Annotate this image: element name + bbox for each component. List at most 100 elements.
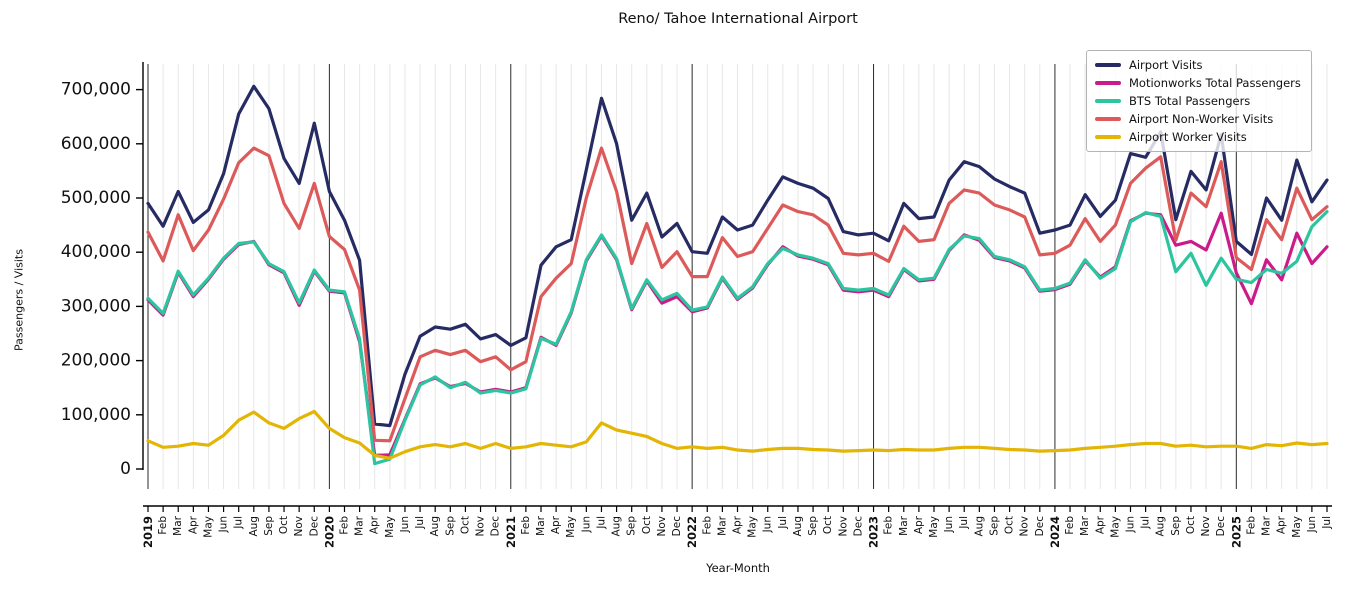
y-tick-label: 500,000 (61, 188, 131, 208)
legend-line-swatch (1095, 99, 1121, 103)
y-tick-label: 600,000 (61, 134, 131, 154)
x-tick-label: Dec (490, 516, 502, 537)
x-tick-label: Feb (520, 516, 532, 535)
x-tick-label: Mar (354, 515, 366, 535)
x-tick-label: Aug (429, 516, 441, 537)
series-lines (146, 84, 1329, 466)
x-tick-label: May (384, 516, 396, 538)
x-tick-label: Feb (1064, 516, 1076, 535)
legend-label: Airport Visits (1129, 58, 1203, 72)
x-tick-label: Nov (293, 516, 305, 537)
x-tick-label: Sep (807, 516, 819, 536)
x-tick-label: Nov (475, 516, 487, 537)
x-tick-label: Sep (263, 516, 275, 536)
x-tick-label: Mar (535, 515, 547, 535)
x-tick-label: Mar (898, 515, 910, 535)
x-tick-label: 2024 (1048, 516, 1062, 548)
x-tick-label: Nov (1200, 516, 1212, 537)
x-tick-label: 2020 (322, 516, 336, 548)
x-tick-label: Feb (883, 516, 895, 535)
series-line-airport-non-worker-visits (146, 146, 1329, 443)
legend-label: Airport Worker Visits (1129, 130, 1247, 144)
x-tick-label: Nov (837, 516, 849, 537)
legend-label: Motionworks Total Passengers (1129, 76, 1301, 90)
x-tick-label: Aug (248, 516, 260, 537)
chart-title: Reno/ Tahoe International Airport (618, 11, 858, 27)
x-axis-label: Year-Month (706, 561, 770, 575)
legend-label: BTS Total Passengers (1129, 94, 1251, 108)
legend-line-swatch (1095, 63, 1121, 67)
x-tick-label: Jul (233, 516, 245, 530)
x-tick-label: May (202, 516, 214, 538)
y-tick-label: 200,000 (61, 351, 131, 371)
x-tick-label: Apr (913, 515, 925, 534)
legend-line-swatch (1095, 81, 1121, 85)
x-tick-label: 2023 (867, 516, 881, 548)
x-tick-label: Mar (1261, 515, 1273, 535)
x-tick-label: Jun (218, 516, 230, 533)
x-tick-label: Feb (1245, 516, 1257, 535)
x-tick-label: Nov (656, 516, 668, 537)
x-tick-label: Apr (1276, 515, 1288, 534)
x-tick-label: Jun (1306, 516, 1318, 533)
x-tick-label: May (747, 516, 759, 538)
x-tick-label: Sep (988, 516, 1000, 536)
x-tick-label: Apr (550, 515, 562, 534)
x-tick-label: Aug (792, 516, 804, 537)
x-tick-label: May (928, 516, 940, 538)
x-tick-label: Dec (1034, 516, 1046, 537)
x-tick-label: Aug (611, 516, 623, 537)
x-tick-label: Oct (641, 516, 653, 534)
x-tick-label: Sep (1170, 516, 1182, 536)
x-tick-label: Oct (1185, 516, 1197, 534)
x-tick-label: Jul (1321, 516, 1333, 530)
x-tick-label: May (1291, 516, 1303, 538)
x-tick-label: Feb (701, 516, 713, 535)
x-tick-label: Oct (278, 516, 290, 534)
series-line-bts-total-passengers (146, 210, 1329, 466)
x-tick-label: Apr (732, 515, 744, 534)
x-tick-label: Jul (1140, 516, 1152, 530)
legend-entry: Airport Visits (1095, 58, 1301, 72)
legend-label: Airport Non-Worker Visits (1129, 112, 1274, 126)
axes: 0 100,000 200,000 300,000 400,000 500,000 600,… (61, 62, 1333, 548)
x-tick-label: Jul (595, 516, 607, 530)
legend-entry: BTS Total Passengers (1095, 94, 1301, 108)
x-tick-label: Aug (973, 516, 985, 537)
x-tick-label: Jul (777, 516, 789, 530)
legend-entry: Airport Non-Worker Visits (1095, 112, 1301, 126)
x-tick-label: Apr (1094, 515, 1106, 534)
x-tick-label: Sep (626, 516, 638, 536)
x-tick-label: Apr (187, 515, 199, 534)
x-tick-label: Dec (1215, 516, 1227, 537)
y-tick-label: 700,000 (61, 80, 131, 100)
x-tick-label: 2021 (504, 516, 518, 548)
x-tick-label: Oct (459, 516, 471, 534)
y-tick-label: 0 (120, 459, 131, 479)
x-tick-label: Oct (1004, 516, 1016, 534)
x-tick-label: Apr (369, 515, 381, 534)
legend-entry: Motionworks Total Passengers (1095, 76, 1301, 90)
x-tick-label: Dec (671, 516, 683, 537)
series-line-airport-visits (146, 84, 1329, 428)
x-tick-label: Jun (943, 516, 955, 533)
x-tick-label: May (565, 516, 577, 538)
legend-box: Airport Visits Motionworks Total Passenge… (1086, 50, 1312, 152)
y-tick-label: 100,000 (61, 405, 131, 425)
x-tick-label: Jul (958, 516, 970, 530)
legend-line-swatch (1095, 135, 1121, 139)
x-tick-label: Jun (399, 516, 411, 533)
x-tick-label: Jun (580, 516, 592, 533)
x-tick-label: Feb (157, 516, 169, 535)
x-tick-label: Mar (1079, 515, 1091, 535)
gridlines (147, 64, 1328, 489)
legend-entry: Airport Worker Visits (1095, 130, 1301, 144)
x-tick-label: Mar (172, 515, 184, 535)
series-line-airport-worker-visits (146, 409, 1329, 460)
x-tick-label: Jun (1125, 516, 1137, 533)
x-tick-label: Jul (414, 516, 426, 530)
legend-line-swatch (1095, 117, 1121, 121)
x-tick-label: Dec (308, 516, 320, 537)
